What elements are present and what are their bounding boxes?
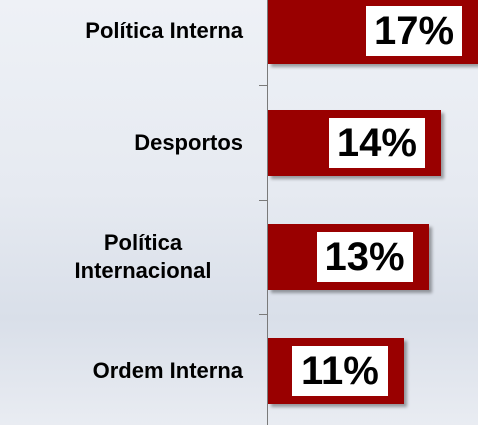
value-label: 13% — [316, 232, 413, 282]
category-label: Ordem Interna — [5, 336, 243, 406]
category-label: Desportos — [5, 108, 243, 178]
axis-tick — [259, 200, 268, 201]
category-label: Política Interna — [5, 0, 243, 66]
category-text: Desportos — [134, 130, 243, 155]
category-label: Política Internacional — [5, 222, 243, 292]
axis-tick — [259, 314, 268, 315]
value-label: 17% — [366, 6, 462, 56]
category-text: Política Internacional — [74, 230, 212, 283]
value-label: 11% — [291, 346, 388, 396]
category-text: Ordem Interna — [92, 358, 243, 383]
axis-tick — [259, 85, 268, 86]
axis-line — [267, 0, 268, 425]
category-text: Política Interna — [85, 18, 243, 43]
value-label: 14% — [328, 118, 425, 168]
